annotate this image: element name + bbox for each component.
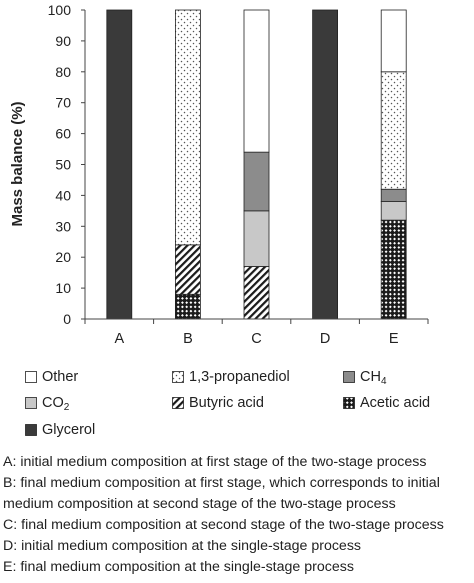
x-tick-label: C — [251, 331, 261, 347]
y-tick-label: 80 — [55, 64, 71, 80]
y-tick-label: 100 — [48, 2, 72, 18]
legend-label: 1,3-propanediol — [189, 369, 290, 385]
y-tick-label: 30 — [55, 218, 71, 234]
legend-label: Butyric acid — [189, 395, 264, 411]
legend-label-subscript: 2 — [63, 402, 70, 413]
legend-label: Acetic acid — [360, 395, 431, 411]
note-e: E: final medium composition at the singl… — [3, 559, 354, 575]
legend-label: CH4 — [360, 369, 387, 387]
x-tick-label: A — [114, 331, 124, 347]
legend-label-subscript: 4 — [380, 376, 387, 387]
y-tick-label: 50 — [55, 157, 71, 173]
x-tick-label: D — [320, 331, 330, 347]
x-tick-label: E — [389, 331, 399, 347]
legend-swatch — [343, 397, 355, 409]
chart-legend: Other 1,3-propanediol CH4 CO2 Butyric acid Ac… — [0, 360, 474, 452]
stacked-bar-chart: Mass balance (%) 0102030405060708090100 … — [9, 2, 429, 347]
y-axis-label: Mass balance (%) — [9, 101, 26, 226]
y-tick-label: 90 — [55, 33, 71, 49]
bar-segment-co2 — [243, 210, 270, 267]
y-tick-label: 10 — [55, 280, 71, 296]
note-b: B: final medium composition at first sta… — [3, 475, 440, 491]
legend-swatch — [343, 371, 355, 383]
legend-swatch — [25, 371, 37, 383]
bar-segment-other — [243, 9, 270, 153]
y-tick-label: 40 — [55, 187, 71, 203]
bar-segment-1-3-propanediol — [380, 71, 407, 190]
legend-label: Other — [42, 369, 79, 385]
note-d: D: initial medium composition at the sin… — [3, 538, 362, 554]
y-tick-label: 60 — [55, 126, 71, 142]
note-b-continued: medium composition at second stage of th… — [3, 496, 396, 512]
note-a: A: initial medium composition at first s… — [3, 454, 427, 470]
bar-segment-butyric-acid — [243, 266, 270, 320]
bar-segment-acetic-acid — [174, 293, 201, 320]
legend-swatch — [25, 424, 37, 436]
legend-swatch — [25, 397, 37, 409]
x-tick-label: B — [183, 331, 193, 347]
legend-swatch — [172, 397, 184, 409]
footnotes: A: initial medium composition at first s… — [0, 452, 474, 578]
y-tick-label: 20 — [55, 249, 71, 265]
note-c: C: final medium composition at second st… — [3, 517, 444, 533]
bar-segment-butyric-acid — [174, 244, 201, 295]
bar-segment-1-3-propanediol — [174, 9, 201, 246]
legend-label: Glycerol — [42, 422, 96, 438]
legend-label: CO2 — [42, 395, 70, 413]
bar-segment-other — [380, 9, 407, 73]
bar-segment-ch4 — [243, 151, 270, 212]
bar-segment-glycerol — [312, 9, 339, 320]
bar-segment-acetic-acid — [380, 219, 407, 320]
bar-segment-ch4 — [380, 188, 407, 202]
y-tick-label: 0 — [63, 311, 71, 327]
y-tick-label: 70 — [55, 95, 71, 111]
bar-segment-co2 — [380, 201, 407, 221]
legend-swatch — [172, 371, 184, 383]
bar-segment-glycerol — [106, 9, 133, 320]
